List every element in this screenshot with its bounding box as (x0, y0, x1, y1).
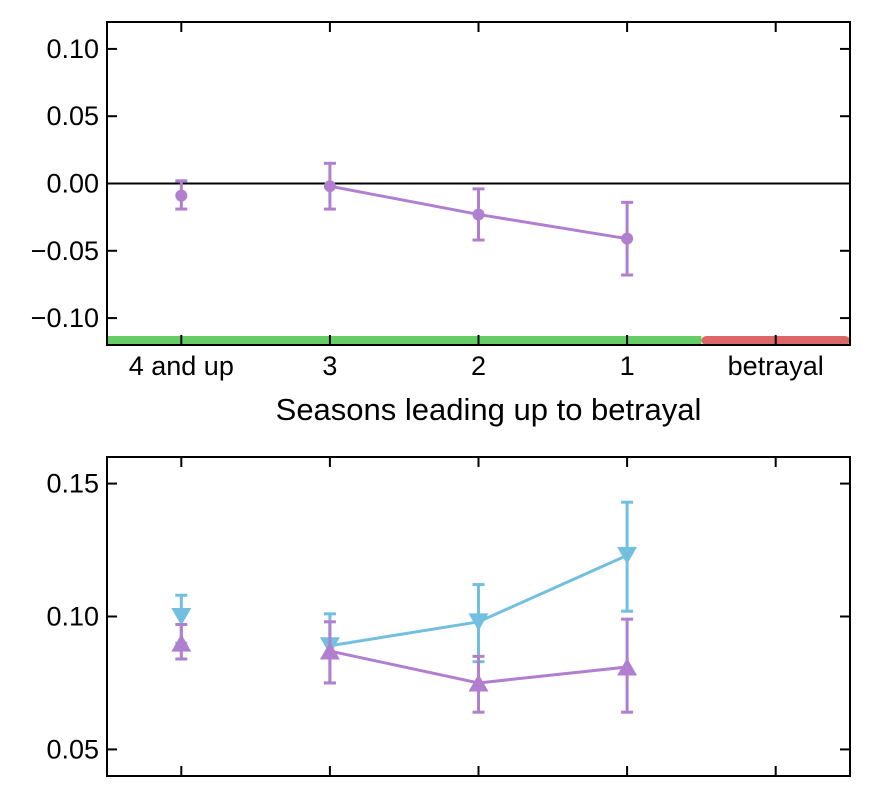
top-y-axis: 0.10 0.05 0.00 −0.05 −0.10 (31, 34, 850, 333)
victim-marker-0 (171, 634, 192, 652)
betrayer-marker-3 (617, 546, 638, 565)
victim-marker-3 (617, 658, 638, 676)
victim-marker-1 (319, 642, 340, 660)
bottom-panel: 0.15 0.10 0.05 (46, 456, 851, 777)
difference-marker-0 (175, 189, 188, 202)
top-y-tick-label-1: 0.05 (46, 101, 99, 131)
top-panel: 0.10 0.05 0.00 −0.05 −0.10 4 and up 3 2 1 betray… (31, 21, 851, 427)
bot-y-tick-label-1: 0.10 (46, 602, 99, 632)
bottom-x-axis (180, 457, 777, 776)
top-x-axis: 4 and up 3 2 1 betrayal (129, 22, 824, 381)
top-x-axis-title: Seasons leading up to betrayal (276, 392, 702, 427)
difference-marker-1 (323, 180, 336, 193)
top-y-tick-label-0: 0.10 (46, 34, 99, 64)
betrayer-marker-0 (171, 608, 192, 626)
top-plot-frame (106, 21, 851, 346)
top-x-tick-label-2: 2 (471, 351, 486, 381)
bottom-y-axis: 0.15 0.10 0.05 (46, 469, 850, 764)
top-y-tick-label-2: 0.00 (46, 169, 99, 199)
victim-marker-2 (468, 673, 489, 692)
difference-marker-2 (472, 208, 485, 221)
betrayer-marker-2 (468, 613, 489, 631)
bot-y-tick-label-2: 0.05 (46, 734, 99, 764)
top-y-tick-label-3: −0.05 (31, 236, 99, 266)
top-x-tick-label-1: 3 (322, 351, 337, 381)
bottom-series-group (171, 500, 638, 714)
bottom-plot-frame (106, 456, 851, 777)
top-x-tick-label-4: betrayal (728, 351, 824, 381)
phase-bar-0 (107, 336, 702, 345)
top-y-tick-label-4: −0.10 (31, 303, 99, 333)
top-series-group (175, 161, 634, 277)
top-x-tick-label-3: 1 (620, 351, 635, 381)
difference-marker-3 (621, 232, 634, 245)
bot-y-tick-label-0: 0.15 (46, 469, 99, 499)
top-x-tick-label-0: 4 and up (129, 351, 234, 381)
